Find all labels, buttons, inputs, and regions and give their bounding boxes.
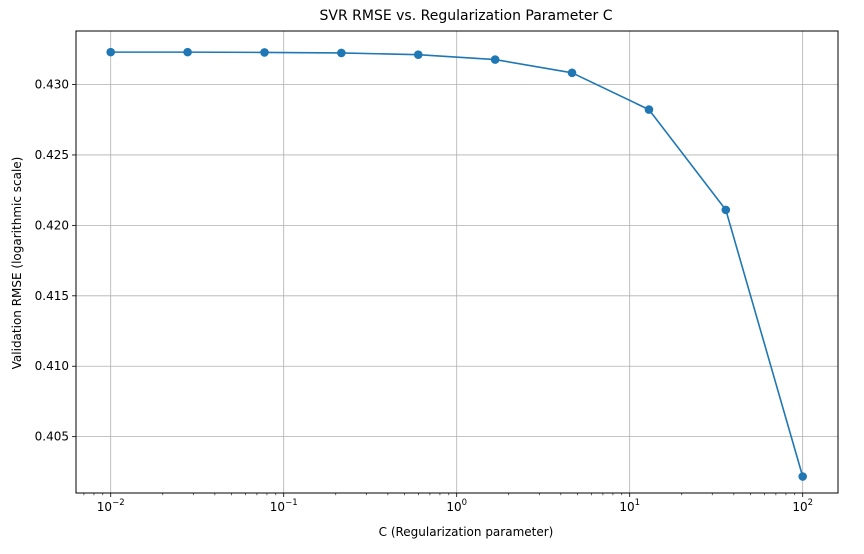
x-tick-label: 101 xyxy=(619,498,640,514)
data-point xyxy=(106,47,116,57)
data-point xyxy=(490,55,500,64)
plot-area-frame xyxy=(75,30,839,494)
data-point xyxy=(644,105,654,114)
y-tick-label: 0.415 xyxy=(35,289,69,303)
x-tick-label: 102 xyxy=(792,498,813,514)
series-layer xyxy=(106,47,807,481)
series-line xyxy=(110,51,804,477)
data-point xyxy=(260,48,269,57)
grid-lines xyxy=(76,31,838,493)
data-point xyxy=(183,47,192,57)
y-tick-label: 0.410 xyxy=(35,359,69,373)
data-point xyxy=(567,68,577,78)
y-tick-label: 0.405 xyxy=(35,430,69,444)
y-tick-label: 0.430 xyxy=(35,78,69,92)
data-point xyxy=(413,50,423,59)
axis-ticks: 10−2 10−1 100 101 102 0.405 0.410 0.415 0.420 0.4… xyxy=(35,78,813,514)
chart-title: SVR RMSE vs. Regularization Parameter C xyxy=(320,8,613,24)
x-tick-label: 10−2 xyxy=(97,498,125,514)
data-point xyxy=(721,205,731,215)
data-point xyxy=(798,472,807,481)
x-tick-label: 10−1 xyxy=(270,498,298,514)
y-tick-label: 0.425 xyxy=(35,148,69,162)
y-axis-label: Validation RMSE (logarithmic scale) xyxy=(10,157,24,370)
x-tick-label: 100 xyxy=(446,498,467,514)
data-point xyxy=(337,48,346,58)
x-axis-label: C (Regularization parameter) xyxy=(379,525,554,539)
y-tick-label: 0.420 xyxy=(35,218,69,232)
